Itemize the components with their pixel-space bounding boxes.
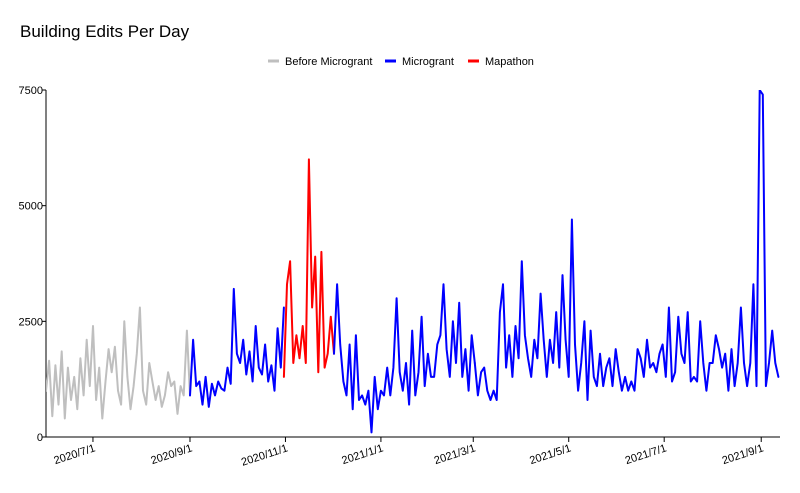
- y-tick-label: 5000: [19, 201, 43, 213]
- x-tick-label: 2021/3/1: [433, 442, 477, 467]
- y-tick-label: 7500: [19, 85, 43, 97]
- series-line-mapathon: [282, 158, 335, 378]
- legend-label: Microgrant: [402, 56, 454, 68]
- legend: Before Microgrant Microgrant Mapathon: [268, 56, 534, 68]
- plot-area: [46, 90, 780, 434]
- y-tick-label: 2500: [19, 316, 43, 328]
- series-line-microgrant: [189, 287, 285, 408]
- x-tick-label: 2020/11/1: [240, 442, 289, 468]
- x-tick-label: 2021/7/1: [624, 442, 668, 467]
- axes: 0 2500 5000 7500 2020/7/1 2020/9/1 2020/11/1 20…: [19, 85, 780, 469]
- x-tick-label: 2021/9/1: [721, 442, 765, 467]
- x-tick-label: 2020/9/1: [149, 442, 193, 467]
- y-tick-label: 0: [37, 432, 43, 444]
- x-tick-label: 2020/7/1: [52, 442, 96, 467]
- series-line-before-microgrant: [46, 306, 191, 420]
- legend-label: Mapathon: [485, 56, 534, 68]
- x-tick-label: 2021/1/1: [340, 442, 384, 467]
- series-line-microgrant: [333, 283, 476, 434]
- chart-title: Building Edits Per Day: [20, 22, 190, 41]
- x-tick-label: 2021/5/1: [528, 442, 572, 467]
- legend-label: Before Microgrant: [285, 56, 372, 68]
- series-line-microgrant: [473, 90, 780, 401]
